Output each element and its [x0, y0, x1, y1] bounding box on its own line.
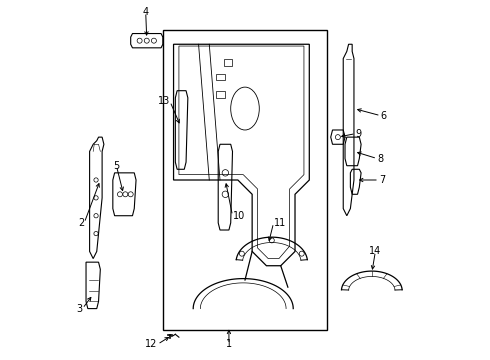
Text: 8: 8: [377, 154, 383, 163]
Text: 5: 5: [113, 161, 120, 171]
Text: 13: 13: [158, 96, 170, 107]
Text: 12: 12: [145, 339, 157, 349]
Text: 3: 3: [76, 303, 82, 314]
Bar: [223, 59, 232, 66]
Text: 6: 6: [381, 111, 387, 121]
Text: 4: 4: [143, 7, 149, 17]
Text: 7: 7: [379, 175, 385, 185]
Text: 2: 2: [78, 218, 84, 228]
Text: 14: 14: [369, 247, 382, 256]
Text: 9: 9: [356, 129, 362, 139]
Text: 1: 1: [226, 339, 232, 349]
Text: 10: 10: [232, 211, 245, 221]
Text: 11: 11: [273, 218, 286, 228]
Bar: [217, 91, 225, 98]
Bar: [217, 73, 225, 80]
